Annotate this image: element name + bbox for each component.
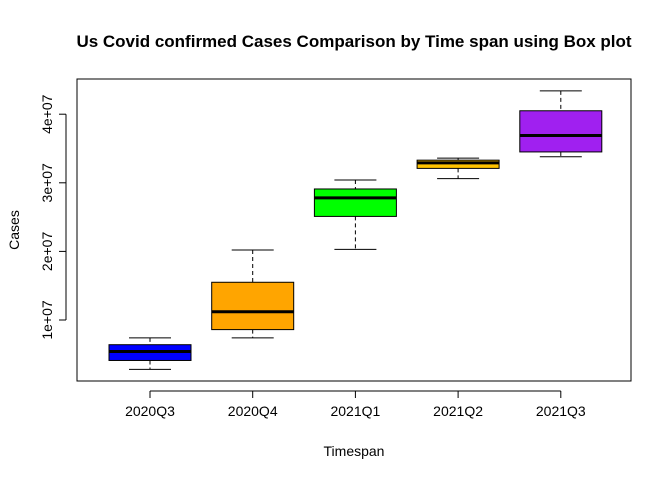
x-tick-label: 2020Q4: [228, 403, 278, 419]
x-tick-label: 2021Q1: [330, 403, 380, 419]
iqr-box: [313, 188, 397, 217]
box-series: [108, 90, 603, 370]
x-axis-label: Timespan: [324, 443, 385, 459]
box-2020Q3: [108, 337, 192, 370]
y-axis-label: Cases: [6, 210, 22, 250]
plot-frame: [76, 78, 632, 382]
y-tick-label: 1e+07: [39, 300, 55, 340]
x-axis: 2020Q3 2020Q4 2021Q1 2021Q2 2021Q3: [125, 390, 586, 419]
x-tick-label: 2021Q3: [536, 403, 586, 419]
box-2021Q3: [519, 90, 603, 158]
x-tick-label: 2020Q3: [125, 403, 175, 419]
box-2021Q1: [313, 179, 397, 250]
iqr-box: [211, 281, 295, 331]
chart-title: Us Covid confirmed Cases Comparison by T…: [76, 32, 631, 51]
x-tick-label: 2021Q2: [433, 403, 483, 419]
y-tick-label: 2e+07: [39, 232, 55, 272]
y-tick-label: 4e+07: [39, 94, 55, 134]
iqr-box: [519, 110, 603, 153]
box-2021Q2: [416, 157, 500, 180]
box-2020Q4: [211, 249, 295, 339]
y-tick-label: 3e+07: [39, 163, 55, 203]
y-axis: 1e+07 2e+07 3e+07 4e+07: [39, 94, 67, 340]
